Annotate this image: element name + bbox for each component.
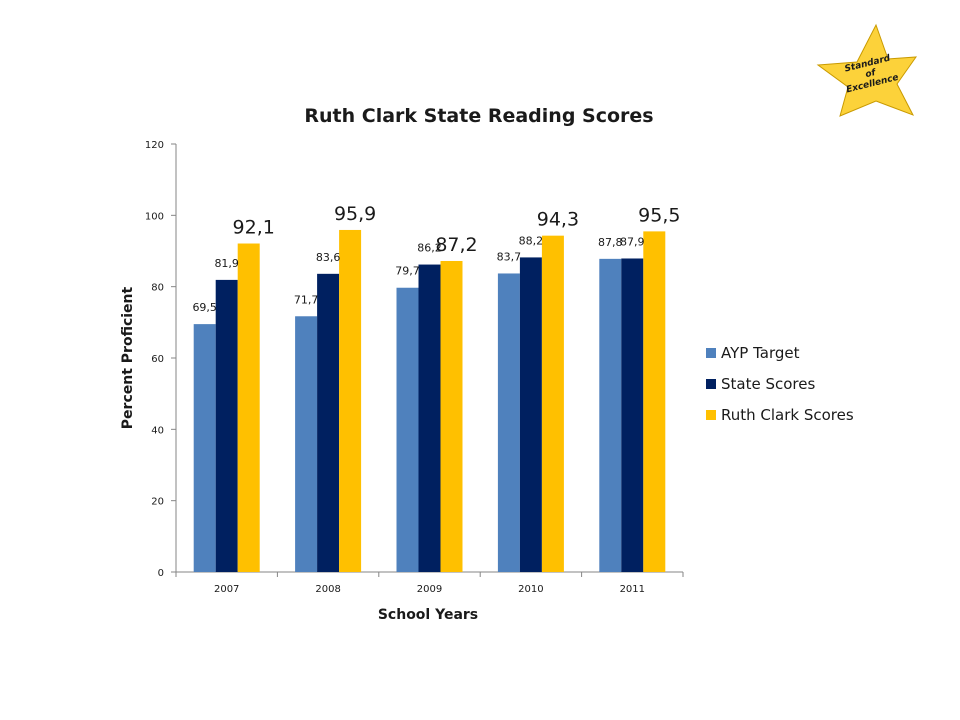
axes: 0 20 40 60 80 100 120 2007 2008 2009 2010 2011 bbox=[145, 140, 684, 595]
data-label: 86,2 bbox=[417, 242, 442, 255]
bars bbox=[193, 229, 666, 572]
y-tick-label: 40 bbox=[151, 425, 164, 436]
bar bbox=[643, 231, 666, 572]
data-label: 87,2 bbox=[435, 234, 477, 256]
data-label: 87,9 bbox=[620, 235, 645, 248]
x-tick-label: 2007 bbox=[214, 584, 239, 595]
x-tick-label: 2010 bbox=[518, 584, 543, 595]
chart-title: Ruth Clark State Reading Scores bbox=[304, 105, 653, 127]
y-tick-label: 60 bbox=[151, 354, 164, 365]
y-tick-label: 80 bbox=[151, 283, 164, 294]
standard-of-excellence-badge: Standard of Excellence bbox=[816, 23, 918, 117]
star-icon bbox=[816, 23, 918, 117]
y-tick-label: 20 bbox=[151, 497, 164, 508]
y-tick-label: 0 bbox=[158, 568, 164, 579]
data-label: 92,1 bbox=[233, 217, 275, 239]
bar bbox=[519, 257, 542, 572]
value-labels: 69,5 71,7 79,7 83,7 87,8 81,9 83,6 86,2 88,2 87,9… bbox=[192, 203, 680, 314]
data-label: 79,7 bbox=[395, 265, 420, 278]
x-tick-label: 2008 bbox=[315, 584, 340, 595]
x-tick-label: 2011 bbox=[620, 584, 645, 595]
data-label: 83,7 bbox=[497, 250, 522, 263]
data-label: 83,6 bbox=[316, 251, 341, 264]
legend-swatch bbox=[706, 379, 716, 389]
data-label: 95,5 bbox=[638, 204, 680, 226]
legend-label: AYP Target bbox=[721, 344, 800, 362]
legend-label: Ruth Clark Scores bbox=[721, 406, 854, 424]
data-label: 71,7 bbox=[294, 293, 319, 306]
data-label: 94,3 bbox=[537, 209, 579, 231]
bar bbox=[541, 235, 564, 572]
legend-label: State Scores bbox=[721, 375, 815, 393]
x-axis-label: School Years bbox=[378, 607, 478, 623]
badge-line-2: of bbox=[864, 68, 877, 80]
bar bbox=[215, 279, 238, 572]
legend-swatch bbox=[706, 348, 716, 358]
x-tick-label: 2009 bbox=[417, 584, 442, 595]
bar bbox=[599, 258, 622, 572]
data-label: 69,5 bbox=[192, 301, 217, 314]
data-label: 88,2 bbox=[519, 234, 544, 247]
data-label: 81,9 bbox=[214, 257, 239, 270]
bar bbox=[418, 264, 441, 572]
bar bbox=[295, 316, 318, 572]
y-axis-label: Percent Proficient bbox=[120, 286, 136, 429]
bar bbox=[497, 273, 520, 572]
y-tick-label: 120 bbox=[145, 140, 164, 151]
bar bbox=[396, 287, 419, 572]
bar bbox=[193, 324, 216, 572]
data-label: 87,8 bbox=[598, 236, 623, 249]
bar bbox=[317, 273, 340, 572]
legend: AYP Target State Scores Ruth Clark Scores bbox=[706, 344, 854, 424]
bar bbox=[339, 229, 362, 572]
bar bbox=[440, 260, 463, 572]
bar bbox=[237, 243, 260, 572]
bar bbox=[621, 258, 644, 572]
y-tick-label: 100 bbox=[145, 211, 164, 222]
legend-swatch bbox=[706, 410, 716, 420]
data-label: 95,9 bbox=[334, 203, 376, 225]
